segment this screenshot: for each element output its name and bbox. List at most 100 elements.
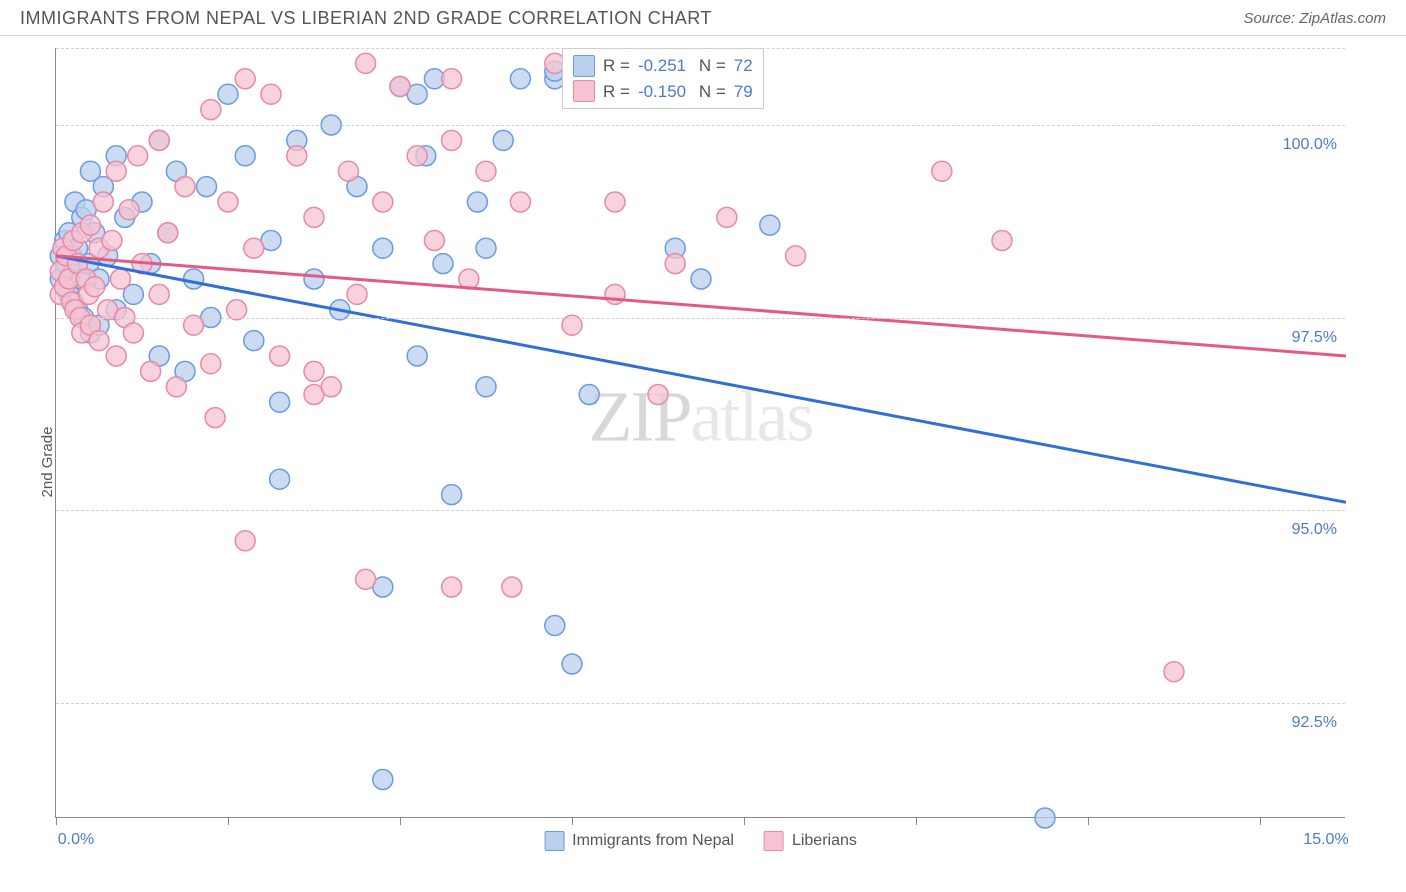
scatter-point: [347, 284, 367, 304]
stat-r-value-nepal: -0.251: [638, 53, 686, 79]
x-legend-item-liberian: Liberians: [764, 831, 857, 851]
x-tick: [1260, 817, 1261, 825]
x-tick: [228, 817, 229, 825]
scatter-point: [149, 284, 169, 304]
scatter-point: [502, 577, 522, 597]
stat-r-value-liberian: -0.150: [638, 79, 686, 105]
regression-line: [56, 256, 1346, 502]
scatter-point: [80, 215, 100, 235]
stat-r-label: R =: [603, 79, 630, 105]
x-tick: [400, 817, 401, 825]
scatter-point: [1035, 808, 1055, 828]
scatter-point: [261, 84, 281, 104]
scatter-point: [111, 269, 131, 289]
chart-source: Source: ZipAtlas.com: [1243, 10, 1386, 27]
x-tick: [56, 817, 57, 825]
scatter-point: [287, 146, 307, 166]
scatter-point: [235, 69, 255, 89]
x-tick: [916, 817, 917, 825]
scatter-point: [562, 654, 582, 674]
scatter-point: [89, 331, 109, 351]
scatter-point: [106, 161, 126, 181]
scatter-point: [442, 130, 462, 150]
scatter-point: [373, 192, 393, 212]
scatter-point: [197, 177, 217, 197]
scatter-point: [205, 408, 225, 428]
scatter-point: [201, 354, 221, 374]
x-tick: [744, 817, 745, 825]
scatter-point: [605, 284, 625, 304]
gridline: [56, 510, 1345, 511]
correlation-row-liberian: R = -0.150 N = 79: [573, 79, 753, 105]
scatter-point: [373, 770, 393, 790]
scatter-point: [407, 146, 427, 166]
scatter-point: [119, 200, 139, 220]
scatter-point: [218, 84, 238, 104]
scatter-point: [149, 130, 169, 150]
correlation-row-nepal: R = -0.251 N = 72: [573, 53, 753, 79]
x-legend-item-nepal: Immigrants from Nepal: [544, 831, 734, 851]
correlation-legend: R = -0.251 N = 72 R = -0.150 N = 79: [562, 48, 764, 109]
legend-square-icon: [544, 831, 564, 851]
scatter-point: [235, 531, 255, 551]
scatter-point: [102, 231, 122, 251]
scatter-point: [270, 469, 290, 489]
scatter-point: [338, 161, 358, 181]
stat-r-label: R =: [603, 53, 630, 79]
y-tick-label: 97.5%: [1292, 329, 1337, 347]
scatter-point: [605, 192, 625, 212]
chart-area: 2nd Grade ZIPatlas R = -0.251 N = 72 R =…: [0, 36, 1406, 888]
scatter-point: [304, 269, 324, 289]
y-axis-label: 2nd Grade: [39, 427, 56, 498]
y-tick-label: 92.5%: [1292, 714, 1337, 732]
chart-header: IMMIGRANTS FROM NEPAL VS LIBERIAN 2ND GR…: [0, 0, 1406, 36]
gridline: [56, 318, 1345, 319]
scatter-point: [85, 277, 105, 297]
scatter-point: [545, 616, 565, 636]
scatter-point: [123, 323, 143, 343]
scatter-point: [356, 569, 376, 589]
stat-n-label: N =: [694, 53, 726, 79]
scatter-point: [691, 269, 711, 289]
scatter-point: [510, 192, 530, 212]
scatter-point: [717, 207, 737, 227]
scatter-point: [321, 377, 341, 397]
scatter-point: [390, 77, 410, 97]
scatter-point: [270, 346, 290, 366]
x-axis-legend: Immigrants from Nepal Liberians: [534, 831, 867, 851]
scatter-point: [442, 577, 462, 597]
y-tick-label: 95.0%: [1292, 521, 1337, 539]
x-legend-label-liberian: Liberians: [792, 832, 857, 850]
scatter-point: [304, 207, 324, 227]
scatter-point: [1164, 662, 1184, 682]
stat-n-label: N =: [694, 79, 726, 105]
scatter-point: [476, 161, 496, 181]
scatter-point: [158, 223, 178, 243]
scatter-point: [992, 231, 1012, 251]
scatter-point: [201, 100, 221, 120]
x-legend-label-nepal: Immigrants from Nepal: [572, 832, 734, 850]
scatter-point: [407, 346, 427, 366]
legend-square-nepal: [573, 55, 595, 77]
x-tick: [572, 817, 573, 825]
x-tick: [1088, 817, 1089, 825]
scatter-point: [433, 254, 453, 274]
scatter-point: [510, 69, 530, 89]
scatter-point: [786, 246, 806, 266]
scatter-point: [493, 130, 513, 150]
stat-n-value-liberian: 79: [734, 79, 753, 105]
scatter-point: [184, 269, 204, 289]
scatter-point: [141, 361, 161, 381]
scatter-point: [270, 392, 290, 412]
plot-region: ZIPatlas R = -0.251 N = 72 R = -0.150 N …: [55, 48, 1345, 818]
scatter-point: [467, 192, 487, 212]
scatter-point: [932, 161, 952, 181]
scatter-point: [476, 377, 496, 397]
scatter-point: [106, 346, 126, 366]
scatter-point: [166, 377, 186, 397]
scatter-point: [93, 192, 113, 212]
scatter-point: [476, 238, 496, 258]
scatter-point: [356, 53, 376, 73]
legend-square-icon: [764, 831, 784, 851]
x-tick-label-left: 0.0%: [58, 831, 94, 849]
